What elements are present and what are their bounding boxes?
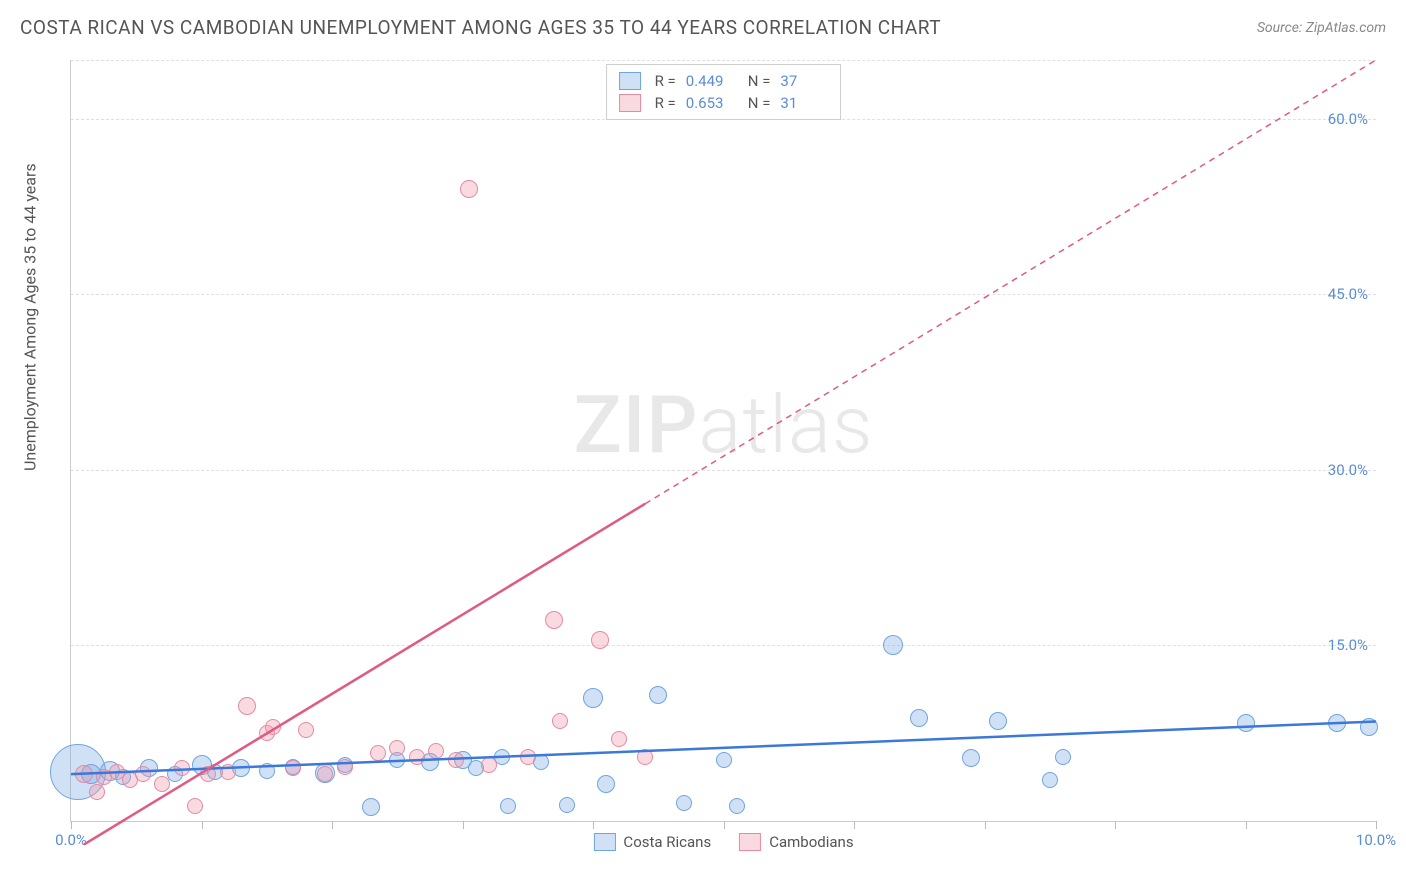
legend-label: Costa Ricans	[623, 833, 711, 851]
data-point	[500, 798, 516, 814]
legend-item: Costa Ricans	[593, 833, 711, 851]
gridline	[71, 470, 1376, 471]
data-point	[220, 764, 236, 780]
watermark: ZIPatlas	[574, 378, 874, 472]
data-point	[265, 719, 281, 735]
x-tick	[463, 821, 464, 829]
data-point	[676, 795, 692, 811]
legend-r-value: 0.653	[686, 94, 734, 112]
legend-swatch	[619, 94, 641, 112]
legend-swatch	[593, 833, 615, 851]
data-point	[1360, 718, 1378, 736]
data-point	[545, 611, 563, 629]
gridline	[71, 294, 1376, 295]
x-tick	[985, 821, 986, 829]
gridline	[71, 645, 1376, 646]
data-point	[591, 631, 609, 649]
legend-swatch	[739, 833, 761, 851]
x-tick-label: 10.0%	[1356, 831, 1396, 849]
x-tick	[332, 821, 333, 829]
data-point	[649, 686, 667, 704]
legend-swatch	[619, 72, 641, 90]
data-point	[597, 775, 615, 793]
x-tick-label: 0.0%	[55, 831, 87, 849]
legend-stats: R = 0.449 N = 37 R = 0.653 N = 31	[606, 64, 842, 120]
data-point	[729, 798, 745, 814]
data-point	[448, 752, 464, 768]
legend-label: Cambodians	[769, 833, 853, 851]
x-tick	[202, 821, 203, 829]
data-point	[1237, 714, 1255, 732]
data-point	[285, 760, 301, 776]
data-point	[637, 749, 653, 765]
legend-r-value: 0.449	[686, 72, 734, 90]
source-attribution: Source: ZipAtlas.com	[1257, 20, 1386, 36]
data-point	[883, 635, 903, 655]
data-point	[552, 713, 568, 729]
data-point	[1328, 714, 1346, 732]
legend-stat-row: R = 0.653 N = 31	[619, 92, 829, 114]
y-axis-title: Unemployment Among Ages 35 to 44 years	[21, 451, 40, 471]
data-point	[362, 798, 380, 816]
trend-lines	[71, 60, 1376, 821]
data-point	[238, 697, 256, 715]
data-point	[154, 776, 170, 792]
x-tick	[1376, 821, 1377, 829]
data-point	[200, 766, 216, 782]
data-point	[317, 766, 333, 782]
x-tick	[593, 821, 594, 829]
y-tick-label: 45.0%	[1328, 285, 1368, 303]
data-point	[409, 749, 425, 765]
data-point	[520, 749, 536, 765]
data-point	[135, 766, 151, 782]
legend-n-value: 37	[780, 72, 828, 90]
data-point	[337, 759, 353, 775]
plot-area: ZIPatlas R =0.449N =37R =0.653N =31 Cost…	[70, 60, 1376, 822]
x-tick	[724, 821, 725, 829]
data-point	[187, 798, 203, 814]
data-point	[298, 722, 314, 738]
legend-item: Cambodians	[739, 833, 853, 851]
data-point	[259, 763, 275, 779]
data-point	[174, 760, 190, 776]
legend-series: Costa Ricans Cambodians	[593, 833, 853, 851]
data-point	[1055, 749, 1071, 765]
legend-n-label: N =	[748, 94, 771, 112]
x-tick	[1246, 821, 1247, 829]
data-point	[89, 784, 105, 800]
legend-n-value: 31	[780, 94, 828, 112]
data-point	[389, 740, 405, 756]
y-tick-label: 60.0%	[1328, 110, 1368, 128]
data-point	[460, 180, 478, 198]
x-tick	[71, 821, 72, 829]
data-point	[370, 745, 386, 761]
gridline	[71, 60, 1376, 61]
x-tick	[854, 821, 855, 829]
data-point	[962, 749, 980, 767]
x-tick	[1115, 821, 1116, 829]
data-point	[716, 752, 732, 768]
data-point	[428, 743, 444, 759]
data-point	[583, 688, 603, 708]
data-point	[481, 757, 497, 773]
legend-r-label: R =	[655, 94, 676, 112]
data-point	[75, 765, 93, 783]
data-point	[910, 709, 928, 727]
data-point	[1042, 772, 1058, 788]
data-point	[559, 797, 575, 813]
data-point	[989, 712, 1007, 730]
legend-n-label: N =	[748, 72, 771, 90]
chart-title: COSTA RICAN VS CAMBODIAN UNEMPLOYMENT AM…	[20, 16, 941, 39]
data-point	[611, 731, 627, 747]
legend-r-label: R =	[655, 72, 676, 90]
y-tick-label: 30.0%	[1328, 461, 1368, 479]
legend-stat-row: R = 0.449 N = 37	[619, 70, 829, 92]
chart-container: Unemployment Among Ages 35 to 44 years Z…	[20, 50, 1386, 872]
y-tick-label: 15.0%	[1328, 636, 1368, 654]
